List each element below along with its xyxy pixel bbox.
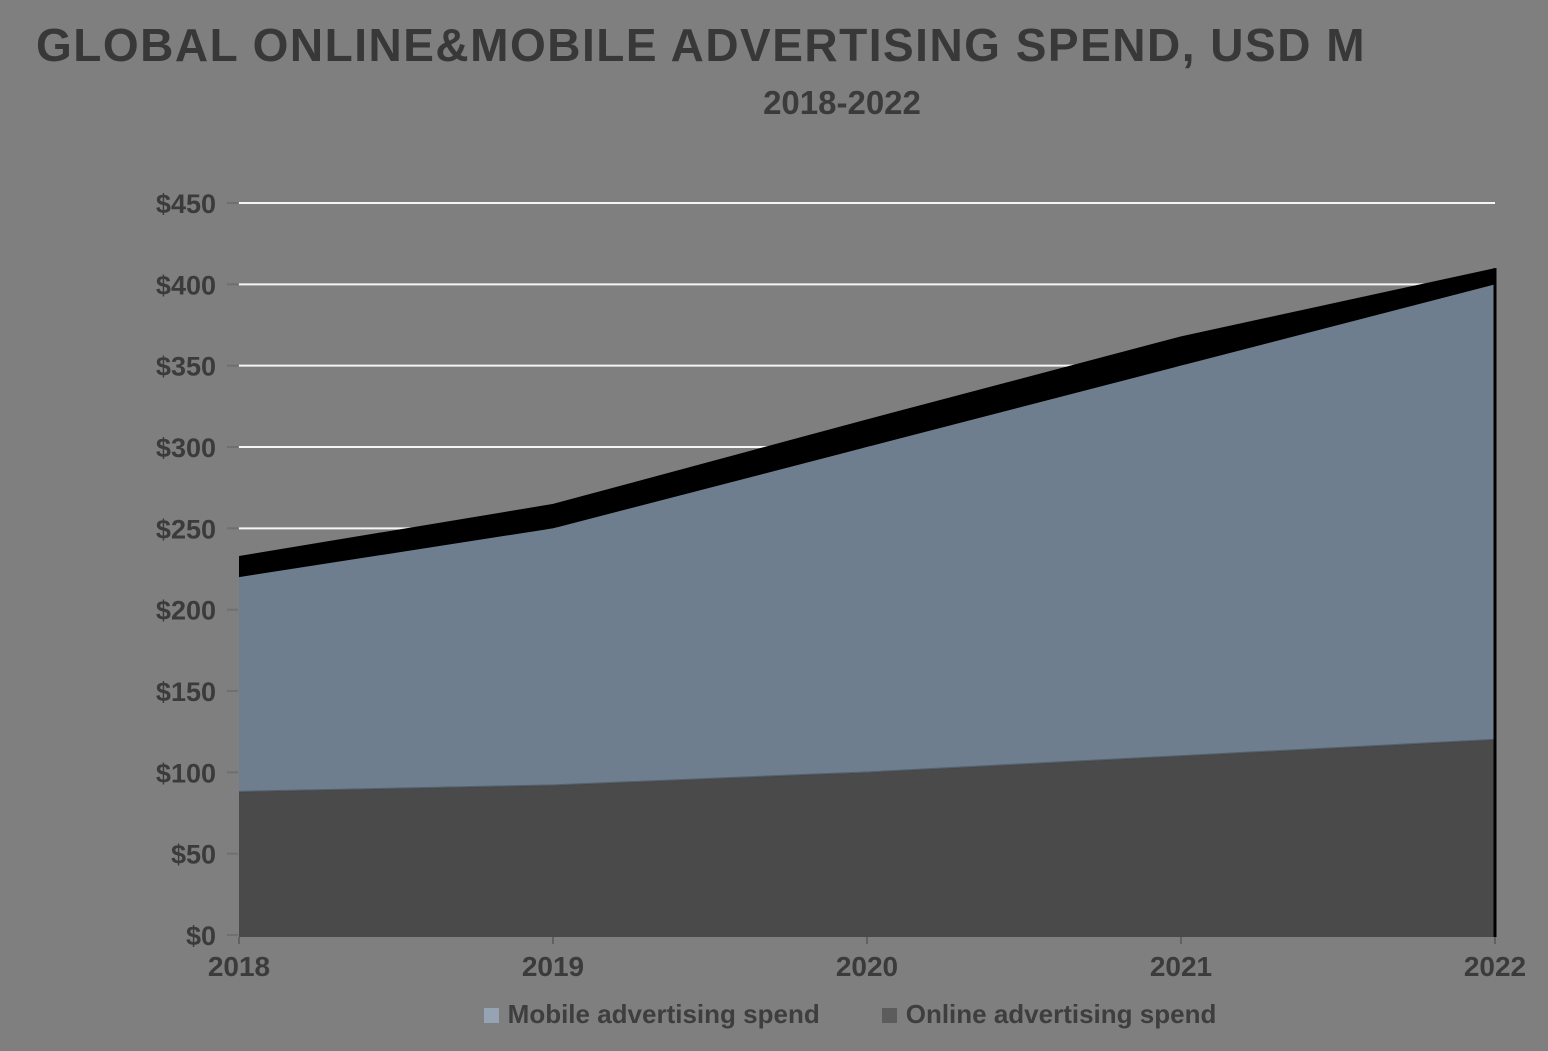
y-axis-label: $400: [156, 270, 216, 300]
chart-subtitle: 2018-2022: [763, 84, 921, 121]
x-axis-label: 2020: [836, 951, 898, 982]
x-axis-label: 2019: [522, 951, 584, 982]
x-axis-label: 2021: [1150, 951, 1212, 982]
legend-swatch-mobile: [483, 1008, 499, 1023]
y-axis-label: $450: [156, 189, 216, 219]
x-axis-label: 2022: [1464, 951, 1526, 982]
y-axis-label: $150: [156, 677, 216, 707]
area-online-advertising-spend: [239, 739, 1495, 937]
legend-item-mobile: Mobile advertising spend: [483, 999, 820, 1030]
y-axis-label: $200: [156, 596, 216, 626]
x-axis-label: 2018: [208, 951, 270, 982]
legend-swatch-online: [881, 1008, 897, 1023]
y-axis-label: $300: [156, 433, 216, 463]
total-top-border-band: [239, 268, 1495, 578]
chart-legend: Mobile advertising spend Online advertis…: [239, 999, 1495, 1030]
y-axis-label: $50: [171, 840, 216, 870]
y-axis-label: $350: [156, 352, 216, 382]
chart-title: GLOBAL ONLINE&MOBILE ADVERTISING SPEND, …: [36, 19, 1367, 71]
legend-label-mobile: Mobile advertising spend: [507, 999, 820, 1029]
y-axis-label: $250: [156, 514, 216, 544]
y-axis-label: $0: [186, 921, 216, 951]
legend-label-online: Online advertising spend: [905, 999, 1217, 1029]
area-mobile-advertising-spend: [239, 284, 1495, 792]
y-axis-label: $100: [156, 758, 216, 788]
legend-item-online: Online advertising spend: [881, 999, 1217, 1030]
series-boundary-line: [238, 738, 1496, 793]
